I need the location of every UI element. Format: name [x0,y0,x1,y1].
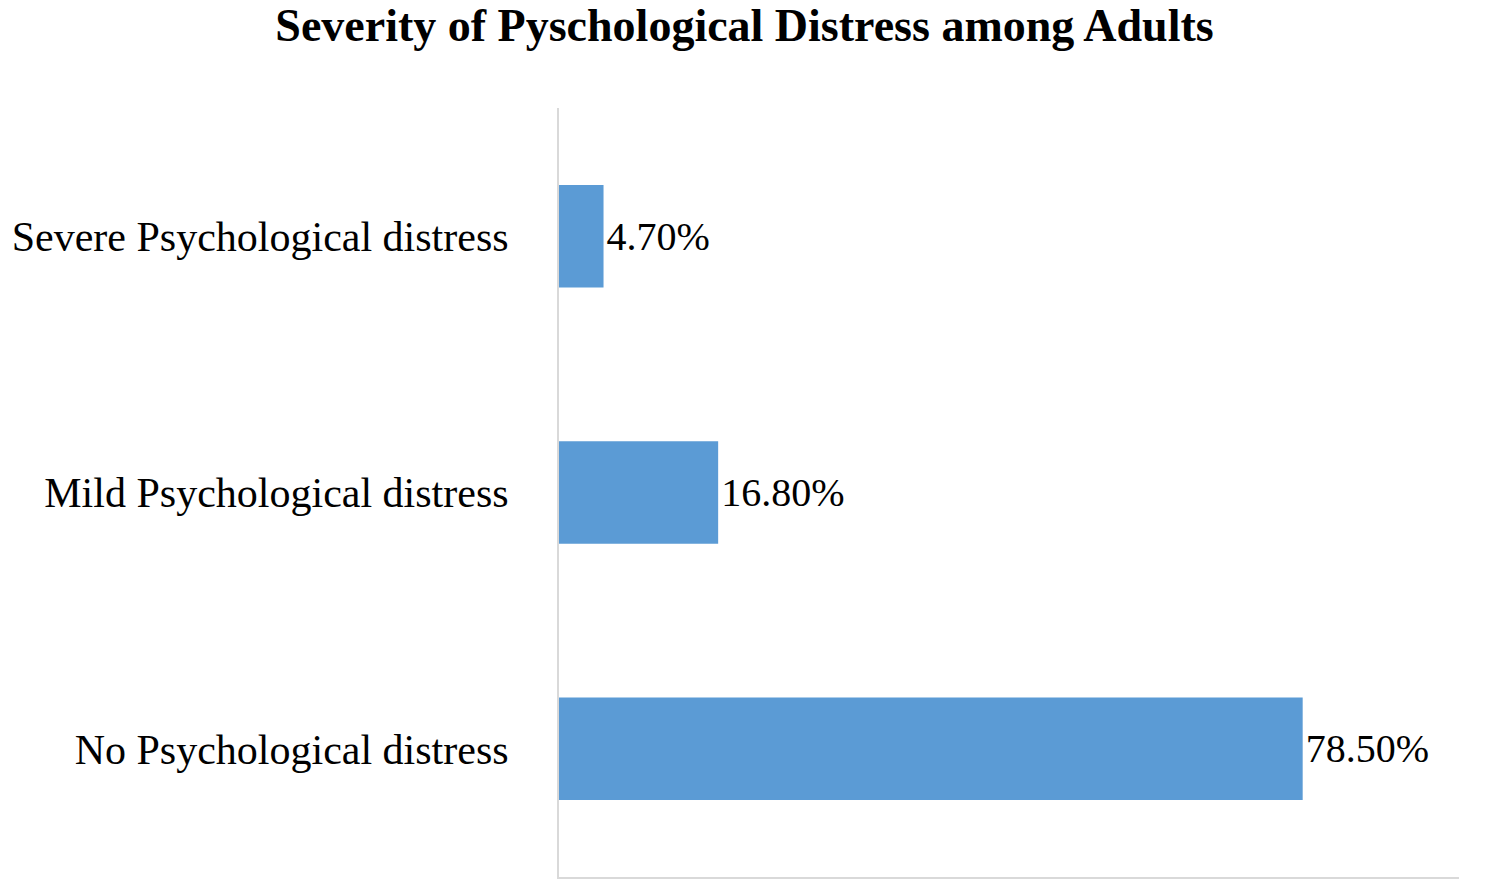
svg-text:78.50%: 78.50% [1306,726,1429,771]
svg-text:4.70%: 4.70% [607,214,710,259]
svg-text:Severe Psychological distress: Severe Psychological distress [12,214,509,260]
svg-text:Mild Psychological distress: Mild Psychological distress [44,470,508,516]
svg-text:16.80%: 16.80% [721,470,844,515]
svg-text:Severity of Pyschological Dist: Severity of Pyschological Distress among… [275,0,1213,51]
svg-text:No Psychological distress: No Psychological distress [75,727,509,773]
